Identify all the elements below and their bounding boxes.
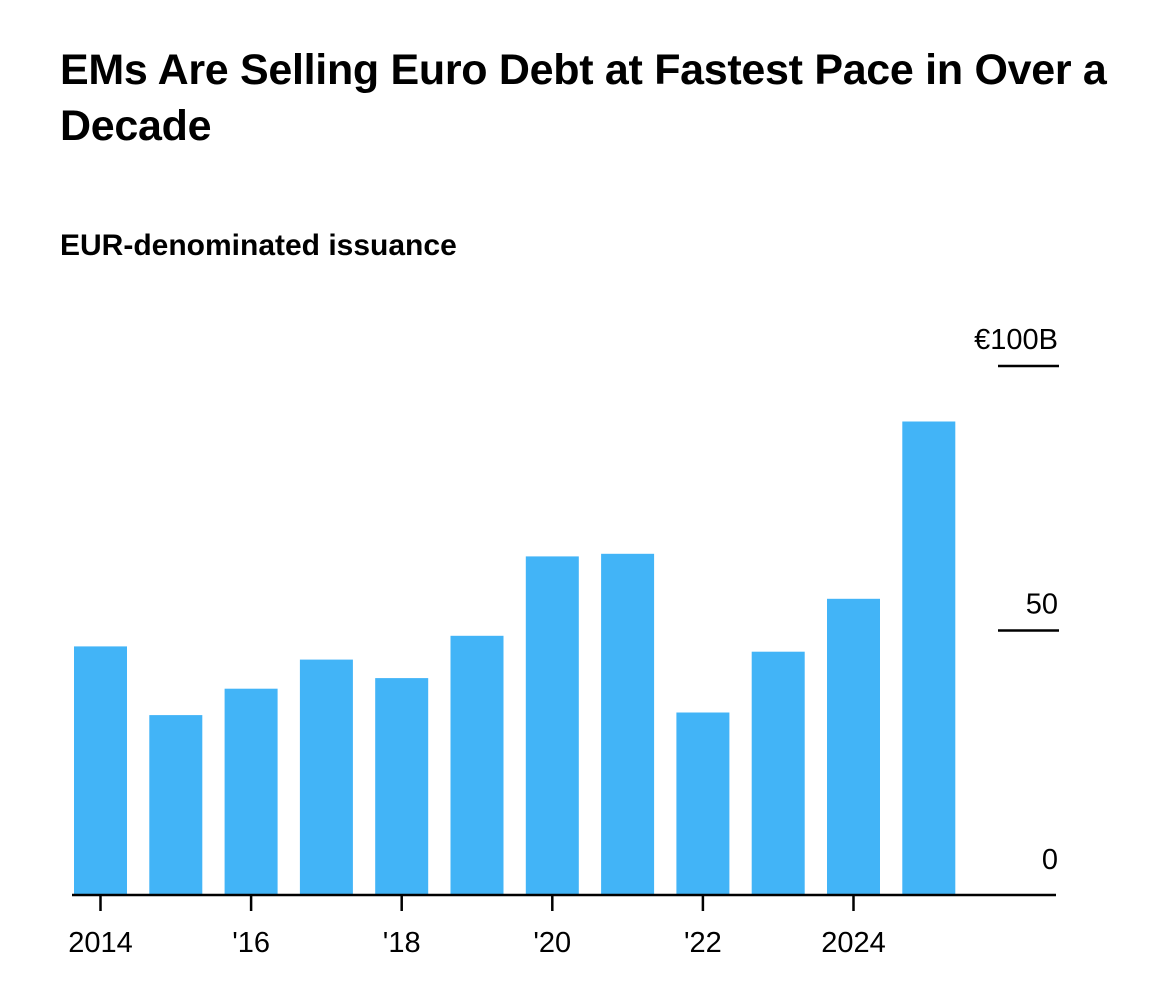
x-tick-label-2022: '22 (684, 927, 722, 959)
bar-2019 (450, 635, 504, 895)
y-tick-label-0: 0 (1042, 844, 1058, 876)
chart-title: EMs Are Selling Euro Debt at Fastest Pac… (60, 46, 1107, 150)
bar-2017 (299, 659, 353, 895)
bar-2020 (525, 556, 579, 895)
bar-2016 (224, 688, 278, 895)
bar-2021 (601, 553, 655, 895)
y-tick-label-50: 50 (1026, 589, 1058, 621)
bar-2024 (827, 598, 880, 895)
chart-subtitle: EUR-denominated issuance (60, 229, 457, 262)
bar-2023 (751, 651, 805, 895)
x-tick-label-2020: '20 (533, 927, 571, 959)
bar-2018 (375, 678, 429, 895)
y-tick-label-100: €100B (974, 324, 1058, 356)
x-tick-label-2016: '16 (232, 927, 270, 959)
bar-2014 (74, 646, 127, 895)
bar-2025 (902, 421, 956, 895)
x-tick-label-2018: '18 (383, 927, 421, 959)
x-tick-label-2024: 2024 (821, 927, 886, 959)
bar-2022 (676, 712, 730, 895)
bar-2015 (149, 715, 203, 895)
x-tick-label-2014: 2014 (68, 927, 133, 959)
